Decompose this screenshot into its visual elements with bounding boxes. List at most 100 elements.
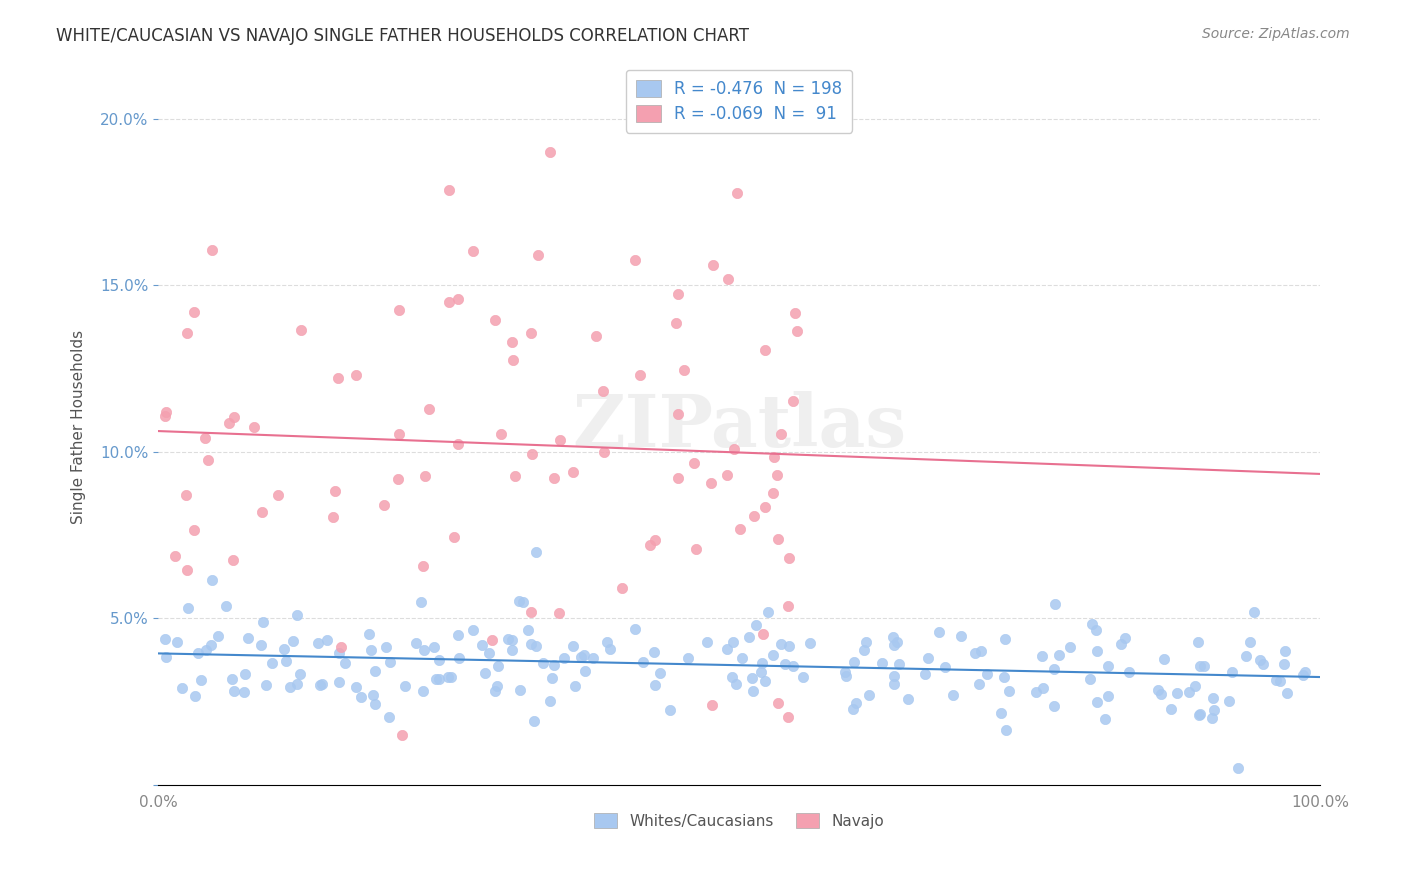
Point bbox=[218, 416, 240, 430]
Point bbox=[731, 651, 754, 665]
Point bbox=[682, 456, 704, 470]
Point bbox=[742, 684, 765, 698]
Point bbox=[778, 710, 800, 724]
Point bbox=[769, 426, 792, 441]
Point bbox=[328, 675, 350, 690]
Point bbox=[184, 690, 207, 704]
Point bbox=[359, 627, 381, 641]
Text: Source: ZipAtlas.com: Source: ZipAtlas.com bbox=[1202, 27, 1350, 41]
Point bbox=[387, 472, 409, 486]
Point bbox=[1234, 648, 1257, 663]
Point bbox=[949, 629, 972, 643]
Point bbox=[914, 666, 936, 681]
Point bbox=[585, 329, 607, 343]
Point bbox=[155, 650, 177, 665]
Point bbox=[751, 656, 773, 670]
Point bbox=[754, 500, 776, 514]
Point bbox=[1085, 644, 1108, 658]
Point bbox=[744, 617, 766, 632]
Point bbox=[741, 672, 763, 686]
Point bbox=[166, 635, 188, 649]
Point bbox=[360, 643, 382, 657]
Point bbox=[799, 636, 821, 650]
Point bbox=[699, 475, 721, 490]
Point bbox=[177, 601, 200, 615]
Point bbox=[1265, 673, 1288, 688]
Point bbox=[350, 690, 373, 705]
Point bbox=[285, 677, 308, 691]
Point bbox=[429, 652, 451, 666]
Point bbox=[221, 672, 243, 686]
Point bbox=[378, 710, 401, 724]
Point bbox=[644, 533, 666, 547]
Point bbox=[243, 420, 266, 434]
Point bbox=[870, 656, 893, 670]
Point bbox=[716, 642, 738, 657]
Point bbox=[309, 678, 332, 692]
Point bbox=[411, 594, 433, 608]
Point bbox=[260, 656, 283, 670]
Point bbox=[183, 305, 205, 319]
Point bbox=[509, 682, 531, 697]
Point bbox=[200, 243, 222, 257]
Point bbox=[762, 450, 785, 465]
Point bbox=[928, 625, 950, 640]
Point bbox=[486, 659, 509, 673]
Point bbox=[766, 696, 789, 710]
Point bbox=[222, 553, 245, 567]
Point bbox=[792, 670, 814, 684]
Point bbox=[1220, 665, 1243, 679]
Point bbox=[672, 363, 695, 377]
Point bbox=[685, 542, 707, 557]
Point bbox=[917, 651, 939, 665]
Point bbox=[1118, 665, 1140, 679]
Point bbox=[344, 368, 367, 383]
Point bbox=[1268, 673, 1291, 688]
Point bbox=[624, 622, 647, 636]
Point bbox=[716, 272, 738, 286]
Point bbox=[201, 574, 224, 588]
Point bbox=[728, 523, 751, 537]
Point bbox=[364, 664, 387, 678]
Point bbox=[644, 678, 666, 692]
Point bbox=[361, 689, 384, 703]
Point bbox=[502, 352, 524, 367]
Point bbox=[1178, 685, 1201, 699]
Point bbox=[1166, 686, 1188, 700]
Y-axis label: Single Father Households: Single Father Households bbox=[72, 330, 86, 524]
Point bbox=[723, 635, 745, 649]
Point bbox=[388, 427, 411, 442]
Point bbox=[842, 655, 865, 669]
Point bbox=[187, 647, 209, 661]
Point bbox=[315, 632, 337, 647]
Point bbox=[569, 649, 592, 664]
Point bbox=[897, 691, 920, 706]
Point bbox=[415, 468, 437, 483]
Point bbox=[963, 646, 986, 660]
Point bbox=[1150, 687, 1173, 701]
Point bbox=[484, 683, 506, 698]
Point bbox=[638, 538, 661, 552]
Point bbox=[1097, 659, 1119, 673]
Point bbox=[474, 665, 496, 680]
Point bbox=[756, 605, 779, 619]
Point bbox=[990, 706, 1012, 720]
Point bbox=[666, 471, 689, 485]
Point bbox=[942, 688, 965, 702]
Point bbox=[1274, 644, 1296, 658]
Point bbox=[1188, 708, 1211, 723]
Point bbox=[200, 638, 222, 652]
Point bbox=[538, 145, 561, 159]
Point bbox=[516, 623, 538, 637]
Point bbox=[666, 287, 689, 301]
Point bbox=[222, 684, 245, 698]
Point bbox=[412, 684, 434, 698]
Point bbox=[478, 646, 501, 660]
Point bbox=[970, 644, 993, 658]
Point bbox=[994, 723, 1017, 737]
Point bbox=[754, 674, 776, 689]
Point bbox=[1227, 761, 1250, 775]
Point bbox=[1187, 635, 1209, 649]
Point bbox=[439, 183, 461, 197]
Point bbox=[541, 671, 564, 685]
